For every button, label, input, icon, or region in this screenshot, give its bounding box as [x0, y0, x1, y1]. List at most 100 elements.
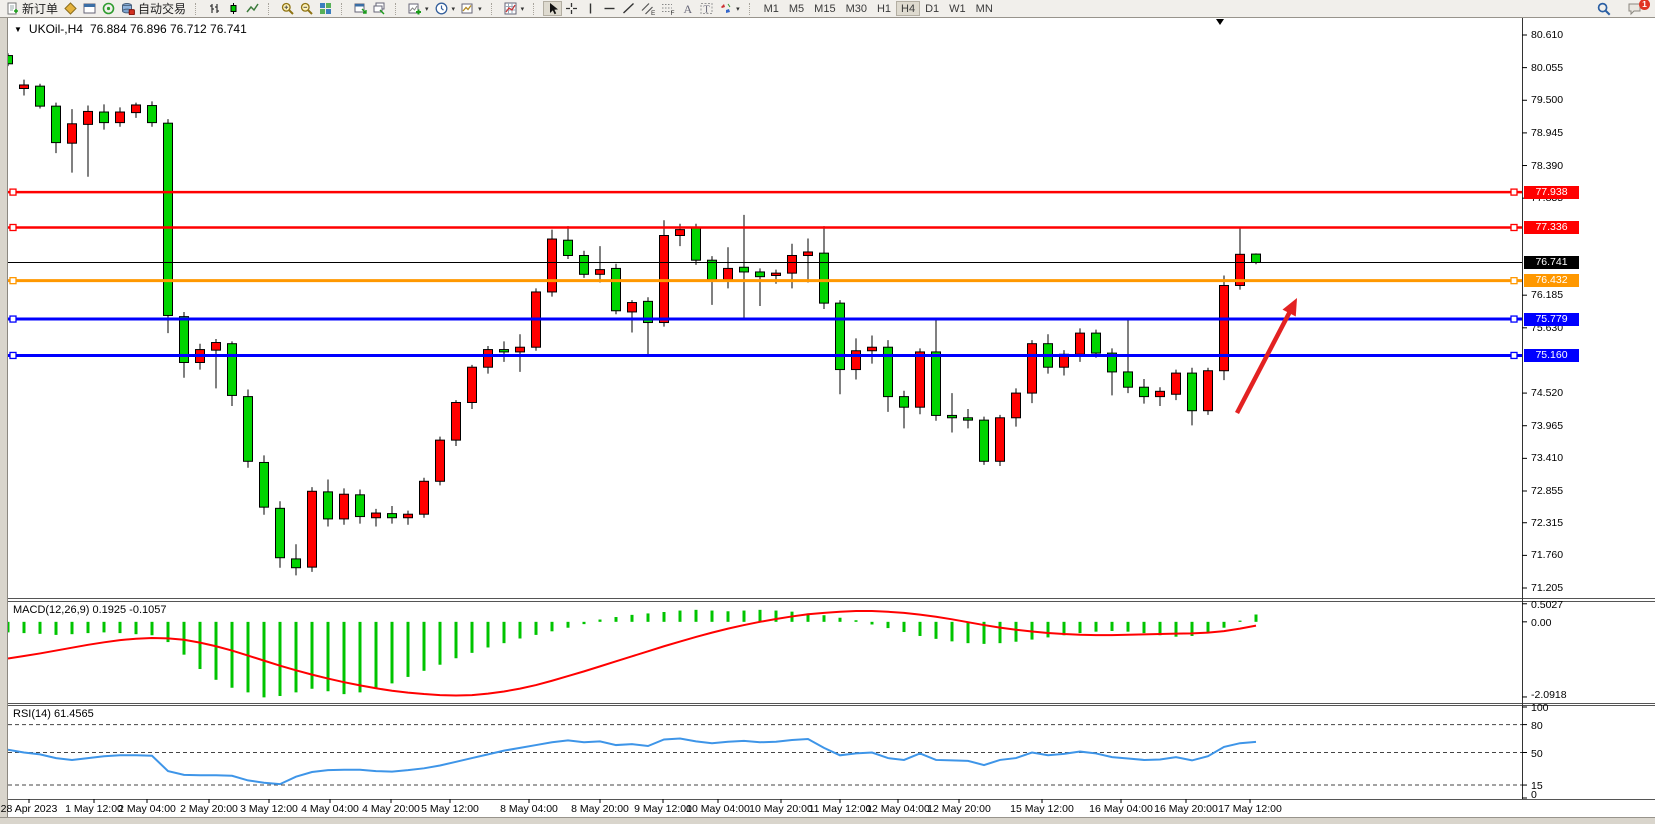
autotrading-button[interactable]: 自动交易 — [118, 1, 189, 16]
time-axis-label: 11 May 12:00 — [808, 803, 872, 815]
indicators-dropdown[interactable]: ▾ — [501, 1, 528, 16]
toolbar-buttons: 新订单 自动交易 ▾ ▾ ▾ ▾ E F A T ▾ M1 M5 M15 M30 H1 H4 D1 W1 MN — [0, 0, 998, 17]
data-window-button[interactable] — [80, 1, 99, 16]
horizontal-line-objects[interactable] — [8, 188, 1522, 360]
macd-tick-label: 0.00 — [1531, 616, 1552, 629]
autotrading-icon — [121, 2, 135, 15]
trendline-icon — [622, 2, 635, 15]
zoom-in-button[interactable] — [278, 1, 297, 16]
time-axis-label: 2 May 20:00 — [180, 803, 238, 815]
notifications-button[interactable]: 1 — [1624, 0, 1650, 16]
axis-ticks — [28, 34, 1527, 803]
time-axis-label: 1 May 12:00 — [65, 803, 123, 815]
chart-ohlc-values: 76.884 76.896 76.712 76.741 — [89, 22, 247, 36]
macd-indicator-label: MACD(12,26,9) 0.1925 -0.1057 — [13, 604, 167, 616]
timeframe-m15-button[interactable]: M15 — [809, 1, 840, 16]
text-button[interactable]: A — [678, 1, 697, 16]
text-label-button[interactable]: T — [697, 1, 716, 16]
macd-tick-label: -2.0918 — [1531, 689, 1567, 701]
hline-icon — [603, 2, 616, 15]
timeframe-w1-button[interactable]: W1 — [944, 1, 971, 16]
bar-chart-button[interactable] — [205, 1, 224, 16]
caret-down-icon: ▾ — [451, 5, 456, 13]
price-tick-label: 80.055 — [1531, 61, 1564, 74]
template-icon — [461, 2, 474, 15]
zoom-out-icon — [300, 2, 313, 15]
caret-down-icon: ▾ — [478, 5, 482, 13]
cascade-windows-button[interactable] — [370, 1, 389, 16]
search-button[interactable] — [1594, 1, 1614, 16]
zoom-out-button[interactable] — [297, 1, 316, 16]
timeframe-h4-button[interactable]: H4 — [896, 1, 921, 16]
candlestick-series[interactable] — [3, 53, 1261, 576]
price-tag: 75.160 — [1524, 348, 1579, 362]
time-axis-label: 8 May 20:00 — [571, 803, 629, 815]
timeframe-h1-button[interactable]: H1 — [872, 1, 896, 16]
navigator-button[interactable] — [99, 1, 118, 16]
time-axis-label: 16 May 20:00 — [1154, 803, 1218, 815]
price-tick-label: 78.390 — [1531, 159, 1564, 172]
candlestick-chart-button[interactable] — [224, 1, 243, 16]
chart-title-collapse-icon[interactable]: ▼ — [14, 24, 22, 34]
new-chart-dropdown[interactable]: ▾ — [405, 1, 432, 16]
tile-windows-button[interactable] — [316, 1, 335, 16]
horizontal-line-button[interactable] — [600, 1, 619, 16]
line-chart-icon — [246, 2, 259, 15]
price-tag: 75.779 — [1524, 312, 1579, 326]
time-axis-label: 4 May 04:00 — [301, 803, 359, 815]
macd-signal-line — [7, 610, 1257, 697]
price-tick-label: 71.760 — [1531, 549, 1564, 562]
timeframe-d1-button[interactable]: D1 — [920, 1, 944, 16]
time-axis-label: 5 May 12:00 — [421, 803, 479, 815]
timeframe-mn-button[interactable]: MN — [971, 1, 998, 16]
timeframe-m5-button[interactable]: M5 — [784, 1, 809, 16]
time-axis-label: 8 May 04:00 — [500, 803, 558, 815]
chart-title: ▼ UKOil-,H4 76.884 76.896 76.712 76.741 — [14, 22, 247, 36]
rsi-indicator-label: RSI(14) 61.4565 — [13, 708, 94, 720]
toolbar-right-buttons: 1 — [1594, 0, 1655, 17]
price-tick-label: 73.410 — [1531, 452, 1564, 465]
timeframe-m30-button[interactable]: M30 — [841, 1, 872, 16]
arrow-annotation[interactable] — [1235, 298, 1297, 415]
price-tick-label: 72.855 — [1531, 484, 1564, 497]
periods-dropdown[interactable]: ▾ — [432, 1, 459, 16]
price-tag: 77.938 — [1524, 185, 1579, 199]
toolbar-separator — [748, 2, 756, 15]
timeframe-m1-button[interactable]: M1 — [759, 1, 784, 16]
svg-text:A: A — [684, 2, 693, 15]
time-axis-label: 2 May 04:00 — [118, 803, 176, 815]
rsi-tick-label: 0 — [1531, 789, 1537, 801]
templates-dropdown[interactable]: ▾ — [458, 1, 485, 16]
arrows-dropdown[interactable]: ▾ — [716, 1, 743, 16]
toolbar-separator — [195, 2, 202, 15]
timeframe-h1-button-label: H1 — [876, 2, 892, 15]
new-order-button[interactable]: 新订单 — [3, 1, 61, 16]
market-watch-button[interactable] — [61, 1, 80, 16]
time-axis-label: 12 May 20:00 — [927, 803, 991, 815]
channel-button[interactable]: E — [638, 1, 658, 16]
rsi-tick-label: 80 — [1531, 719, 1543, 732]
time-axis-label: 15 May 12:00 — [1010, 803, 1074, 815]
new-order-icon — [6, 2, 19, 15]
timeframe-m15-button-label: M15 — [814, 2, 836, 15]
macd-panel — [6, 609, 1258, 698]
crosshair-button[interactable] — [562, 1, 581, 16]
price-tick-label: 74.520 — [1531, 387, 1564, 400]
toolbar-separator — [490, 2, 498, 15]
fibonacci-button[interactable]: F — [658, 1, 678, 16]
trendline-button[interactable] — [619, 1, 638, 16]
cursor-button[interactable] — [543, 1, 563, 16]
svg-text:T: T — [704, 5, 710, 16]
rsi-tick-label: 100 — [1531, 702, 1549, 714]
crosshair-icon — [565, 2, 578, 15]
chart-symbol-period: UKOil-,H4 — [28, 22, 83, 36]
vertical-line-button[interactable] — [581, 1, 600, 16]
auto-arrange-button[interactable] — [351, 1, 370, 16]
chart-window-bottom-edge — [0, 817, 1655, 824]
main-toolbar: 新订单 自动交易 ▾ ▾ ▾ ▾ E F A T ▾ M1 M5 M15 M30 H1 H4 D1 W1 MN 1 — [0, 0, 1655, 18]
line-chart-button[interactable] — [243, 1, 262, 16]
toolbar-separator — [395, 2, 402, 15]
timeframe-d1-button-label: D1 — [925, 2, 940, 15]
